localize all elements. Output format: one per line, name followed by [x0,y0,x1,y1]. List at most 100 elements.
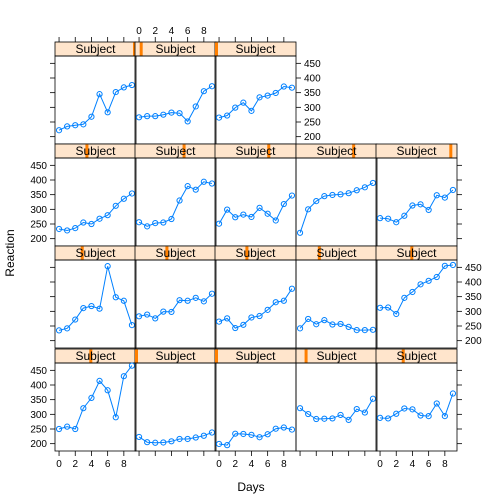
data-point [433,273,440,281]
strip-label: Subject [316,246,357,260]
strip-level-marker [449,144,453,158]
data-point [184,183,191,190]
y-tick-label: 300 [30,410,47,421]
data-point [361,184,368,191]
x-tick-label: 0 [377,459,383,470]
data-point [160,111,167,118]
panel-border [134,362,217,452]
data-point [176,435,183,443]
y-axis-title: Reaction [3,229,17,276]
panel-border [295,157,378,247]
data-point [337,320,344,328]
strip-label: Subject [75,42,116,56]
series-line [138,293,213,319]
y-tick-label: 250 [30,425,47,436]
series-line [58,266,133,331]
data-point [184,118,191,125]
x-tick-label: 2 [393,459,399,470]
data-point [192,103,199,110]
data-point [264,431,271,438]
panel: Subject [134,348,217,452]
data-point [337,411,344,419]
x-tick-label: 0 [56,459,62,470]
data-point [417,281,424,288]
data-point [64,325,71,332]
data-point [80,219,87,226]
data-point [329,415,336,422]
data-point [240,321,247,328]
y-tick-label: 350 [304,88,321,99]
panel: Subject [134,143,217,247]
data-point [72,225,79,232]
data-point [192,294,199,301]
data-point [385,304,392,311]
data-point [135,433,143,441]
data-point [313,198,320,205]
x-tick-label: 4 [410,459,416,470]
y-tick-label: 300 [465,307,482,318]
data-point [393,219,400,226]
y-tick-label: 200 [304,132,321,143]
data-point [152,315,159,322]
panel-border [375,259,458,349]
data-point [329,191,336,199]
strip-label: Subject [396,144,437,158]
data-point [417,412,424,419]
series-line [218,85,292,119]
data-point [128,322,136,329]
panel-border [54,55,137,145]
data-point [441,412,448,420]
strip-label: Subject [75,144,116,158]
panel: Subject [295,348,378,452]
data-point [369,395,377,402]
data-point [224,206,231,213]
data-point [208,180,216,187]
data-point [120,195,127,202]
data-point [160,439,167,446]
x-tick-label: 8 [281,459,287,470]
data-point [361,327,368,334]
panel-border [54,362,137,452]
series-line [299,398,374,421]
data-point [296,325,304,332]
data-point [425,206,432,214]
data-point [433,400,440,407]
panels-layer: Subject Subject Subject Subject Subject Subje… [54,41,458,452]
series-line [380,264,453,315]
data-point [305,315,312,323]
x-tick-label: 6 [105,459,111,470]
panel: Subject [375,143,458,247]
strip-level-marker [401,349,405,363]
data-point [135,313,143,320]
x-tick-label: 6 [426,459,432,470]
panel-border [214,259,297,349]
panel-border [295,362,378,452]
panel: Subject [375,348,458,452]
series-line [139,85,213,123]
data-point [135,219,143,226]
data-point [305,410,312,418]
data-point [393,410,400,417]
x-tick-label: 2 [152,26,158,37]
data-point [385,415,392,422]
data-point [192,186,199,193]
data-point [313,321,320,328]
strip-label: Subject [75,349,116,363]
panel: Subject [54,41,137,145]
data-point [425,277,432,284]
strip-level-marker [182,144,186,158]
strip-level-marker [133,42,136,56]
data-point [280,297,287,304]
data-point [64,123,71,130]
data-point [224,442,231,449]
data-point [128,362,136,369]
strip-level-marker [245,246,249,260]
data-point [288,426,296,433]
y-tick-label: 400 [30,381,47,392]
strip-level-marker [352,144,356,158]
data-point [232,324,239,332]
strip-label: Subject [155,349,196,363]
panel: Subject [134,41,217,145]
data-point [321,415,328,422]
data-point [135,114,143,121]
